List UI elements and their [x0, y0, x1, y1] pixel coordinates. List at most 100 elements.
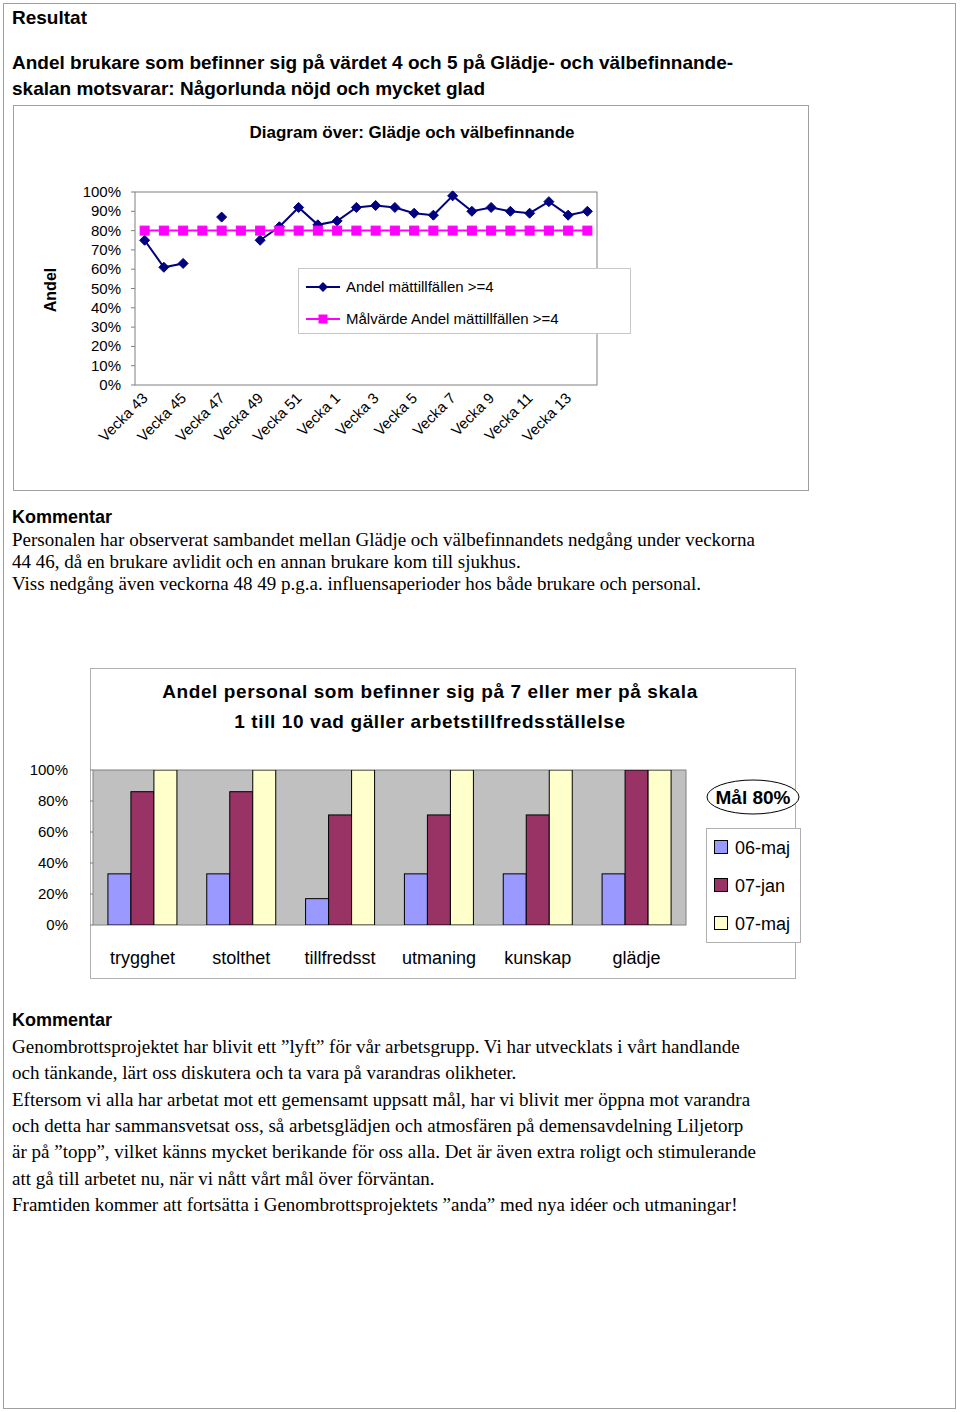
x-tick-label: Vecka 51: [249, 389, 305, 445]
y-tick-label: 60%: [38, 823, 68, 840]
x-tick-label: stolthet: [212, 948, 270, 968]
point: [159, 226, 168, 235]
point: [236, 226, 245, 235]
page: ResultatAndel brukare som befinner sig p…: [0, 0, 960, 1412]
y-tick: [90, 894, 93, 895]
bar: [450, 770, 473, 925]
y-tick: [131, 192, 135, 193]
legend-label: 07-jan: [735, 876, 785, 896]
point: [352, 226, 361, 235]
point: [486, 202, 496, 212]
point: [371, 226, 380, 235]
bar: [625, 770, 648, 925]
bar: [108, 874, 131, 925]
y-tick: [90, 832, 93, 833]
comment-line: Eftersom vi alla har arbetat mot ett gem…: [12, 1089, 751, 1110]
point: [332, 216, 342, 226]
y-tick-label: 50%: [91, 280, 121, 297]
bar: [526, 815, 549, 925]
point: [525, 226, 534, 235]
y-tick: [131, 211, 135, 212]
y-tick: [131, 365, 135, 366]
line-chart: Diagram över: Glädje och välbefinnandeAn…: [14, 106, 809, 491]
point: [583, 226, 592, 235]
section-heading: skalan motsvarar: Någorlunda nöjd och my…: [12, 78, 485, 99]
legend-label: 07-maj: [735, 914, 790, 934]
x-tick-label: utmaning: [402, 948, 476, 968]
point: [448, 226, 457, 235]
page-frame: [4, 4, 956, 1409]
point: [217, 226, 226, 235]
legend-label: 06-maj: [735, 838, 790, 858]
annotation-oval: [707, 780, 799, 814]
annotation: Mål 80%: [716, 787, 791, 808]
y-tick: [131, 269, 135, 270]
y-tick: [131, 385, 135, 386]
bar: [404, 874, 427, 925]
point: [564, 226, 573, 235]
series-line: [260, 196, 587, 240]
point: [448, 191, 458, 201]
y-tick: [90, 863, 93, 864]
y-tick-label: 0%: [99, 376, 121, 393]
chart-frame: [91, 669, 796, 979]
y-tick: [131, 288, 135, 289]
legend: Andel mättillfällen >=4Målvärde Andel mä…: [299, 269, 631, 334]
y-tick: [131, 327, 135, 328]
bar: [427, 815, 450, 925]
comment-line: är på ”topp”, vilket känns mycket berika…: [12, 1141, 756, 1162]
point: [390, 226, 399, 235]
point: [333, 226, 342, 235]
y-axis-label: Andel: [42, 268, 59, 312]
point: [410, 226, 419, 235]
legend-swatch: [715, 841, 728, 854]
y-tick-label: 100%: [83, 183, 121, 200]
bar: [549, 770, 572, 925]
bar: [306, 899, 329, 925]
y-tick: [90, 770, 93, 771]
legend-box: [707, 829, 801, 943]
point: [390, 202, 400, 212]
x-tick-label: glädje: [613, 948, 661, 968]
y-tick-label: 30%: [91, 318, 121, 335]
y-tick: [131, 249, 135, 250]
legend-swatch: [715, 879, 728, 892]
y-tick-label: 0%: [46, 916, 68, 933]
y-tick-label: 40%: [91, 299, 121, 316]
bar: [154, 770, 177, 925]
point: [544, 226, 553, 235]
point: [140, 235, 150, 245]
point: [256, 226, 265, 235]
y-tick-label: 100%: [30, 761, 68, 778]
plot-area: [93, 770, 686, 925]
y-tick: [90, 801, 93, 802]
comment-line: att gå till arbetet nu, när vi nått vårt…: [12, 1168, 435, 1189]
bar: [648, 770, 671, 925]
comment-heading: Kommentar: [12, 507, 112, 527]
x-tick-label: Vecka 13: [519, 389, 575, 445]
point: [563, 210, 573, 220]
point: [294, 202, 304, 212]
point: [467, 226, 476, 235]
point: [275, 226, 284, 235]
comment-line: 44 46, då en brukare avlidit och en anna…: [12, 551, 521, 572]
point: [159, 262, 169, 272]
point: [255, 235, 265, 245]
point: [428, 210, 438, 220]
legend-label: Andel mättillfällen >=4: [346, 278, 494, 295]
y-tick-label: 80%: [91, 222, 121, 239]
y-tick: [131, 346, 135, 347]
chart-title: Andel personal som befinner sig på 7 ell…: [162, 681, 698, 702]
legend: 06-maj 07-jan 07-maj: [707, 829, 801, 943]
point: [409, 208, 419, 218]
y-tick-label: 20%: [91, 337, 121, 354]
point: [582, 206, 592, 216]
bar: [503, 874, 526, 925]
point: [371, 201, 381, 211]
point: [351, 202, 361, 212]
comment-line: Viss nedgång även veckorna 48 49 p.g.a. …: [12, 573, 701, 594]
y-tick-label: 40%: [38, 854, 68, 871]
bar: [352, 770, 375, 925]
y-tick: [131, 307, 135, 308]
comment-line: Genombrottsprojektet har blivit ett ”lyf…: [12, 1036, 740, 1057]
